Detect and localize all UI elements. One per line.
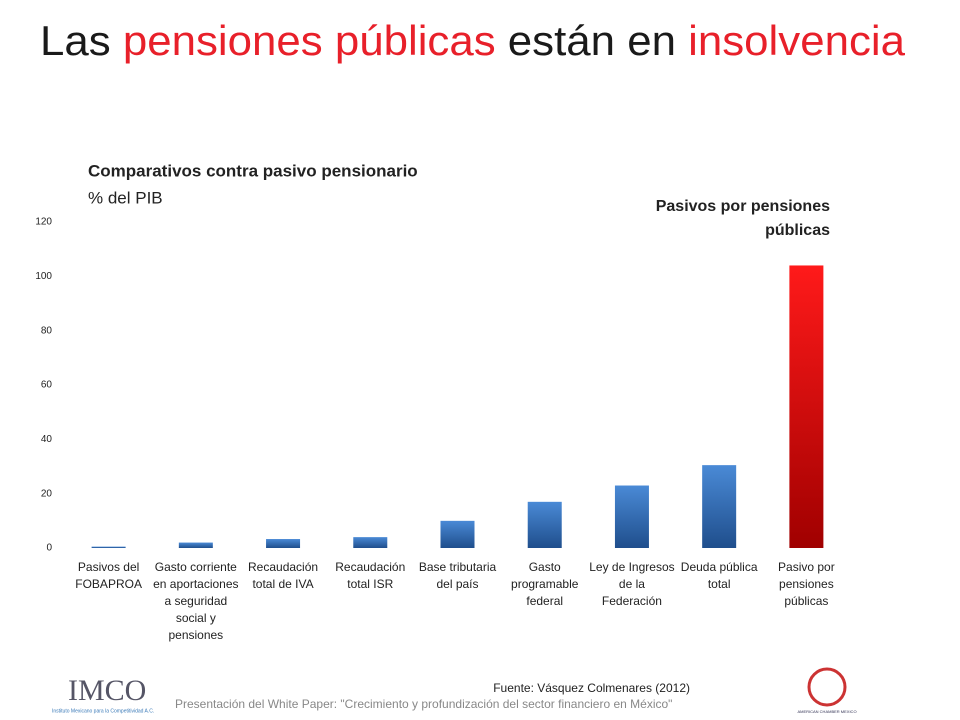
title-part: están en xyxy=(508,17,676,64)
y-tick-label: 40 xyxy=(41,434,53,445)
y-tick-label: 20 xyxy=(41,488,53,499)
x-tick-label: Gasto corriente en aportaciones a seguri… xyxy=(153,560,239,642)
slide-title: Las pensiones públicas están en insolven… xyxy=(40,17,906,64)
x-tick-label: Deuda pública total xyxy=(680,560,758,591)
y-axis-label: % del PIB xyxy=(88,188,163,207)
bar xyxy=(440,520,475,548)
annotation: Pasivos por pensiones públicas xyxy=(655,198,830,239)
bar xyxy=(91,546,126,548)
logo-right-emblem xyxy=(807,667,847,707)
x-tick-label: Ley de Ingresos de la Federación xyxy=(589,560,675,608)
bar xyxy=(266,539,301,548)
logo-left-name: IMCO xyxy=(68,674,146,707)
bar xyxy=(527,501,562,548)
x-tick-label: Recaudación total ISR xyxy=(335,560,406,591)
bar xyxy=(178,542,213,548)
logo-right-caption: AMERICAN CHAMBER MEXICO xyxy=(797,709,856,714)
bar xyxy=(702,465,737,548)
x-tick-label: Recaudación total de IVA xyxy=(248,560,319,591)
logo-left-caption: Instituto Mexicano para la Competitivida… xyxy=(52,708,154,714)
x-tick-label: Base tributaria del país xyxy=(418,560,497,591)
x-tick-label: Gasto programable federal xyxy=(511,560,579,608)
y-tick-label: 60 xyxy=(41,380,53,391)
y-tick-label: 120 xyxy=(35,217,52,228)
bar xyxy=(353,537,388,548)
x-tick-label: Pasivo por pensiones públicas xyxy=(778,560,835,608)
y-tick-label: 100 xyxy=(35,271,52,282)
title-part: pensiones públicas xyxy=(123,17,496,64)
title-part: insolvencia xyxy=(688,17,905,64)
bar xyxy=(614,485,649,548)
y-tick-label: 0 xyxy=(46,543,52,554)
title-part: Las xyxy=(40,17,111,64)
y-tick-label: 80 xyxy=(41,325,53,336)
x-tick-label: Pasivos del FOBAPROA xyxy=(75,560,142,591)
chart-title: Comparativos contra pasivo pensionario xyxy=(88,161,418,180)
source: Fuente: Vásquez Colmenares (2012) xyxy=(493,681,690,695)
footer: Presentación del White Paper: "Crecimien… xyxy=(175,697,672,711)
bar xyxy=(789,265,824,548)
